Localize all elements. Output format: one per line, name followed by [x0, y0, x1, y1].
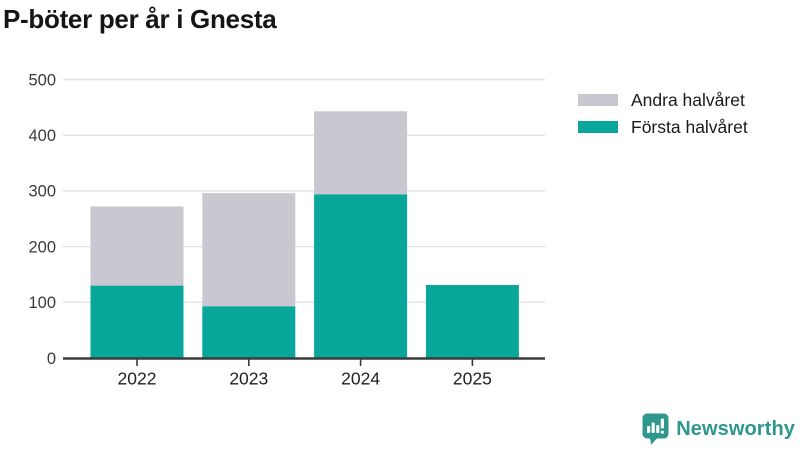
- y-tick-label-300: 300: [28, 183, 56, 201]
- x-tick-label-2025: 2025: [453, 369, 492, 389]
- newsworthy-logo: Newsworthy: [642, 413, 795, 445]
- newsworthy-logo-text: Newsworthy: [676, 417, 795, 440]
- y-tick-label-500: 500: [28, 71, 56, 89]
- legend-label: Första halvåret: [631, 116, 748, 137]
- bar-segment-2023-andra: [202, 193, 296, 307]
- bar-segment-2023-forsta: [202, 306, 296, 358]
- legend-item-0: Andra halvåret: [578, 89, 748, 111]
- bar-segment-2025-forsta: [425, 285, 519, 358]
- legend-swatch: [578, 94, 618, 106]
- bar-segment-2022-andra: [90, 206, 184, 286]
- x-tick-label-2024: 2024: [341, 369, 380, 389]
- bar-segment-2022-forsta: [90, 285, 184, 358]
- y-tick-label-200: 200: [28, 238, 56, 256]
- bar-segment-2024-forsta: [314, 194, 408, 358]
- y-tick-label-100: 100: [28, 294, 56, 312]
- x-tick-label-2022: 2022: [118, 369, 157, 389]
- legend-label: Andra halvåret: [631, 89, 745, 110]
- chart-title: P-böter per år i Gnesta: [3, 4, 277, 34]
- y-tick-label-400: 400: [28, 127, 56, 145]
- x-tick-label-2023: 2023: [229, 369, 268, 389]
- legend-item-1: Första halvåret: [578, 116, 748, 138]
- bar-segment-2024-andra: [314, 111, 408, 195]
- legend-swatch: [578, 121, 618, 133]
- chart-legend: Andra halvåret Första halvåret: [578, 89, 748, 138]
- y-tick-label-0: 0: [47, 350, 56, 368]
- bar-chart-speech-bubble-icon: [642, 413, 669, 445]
